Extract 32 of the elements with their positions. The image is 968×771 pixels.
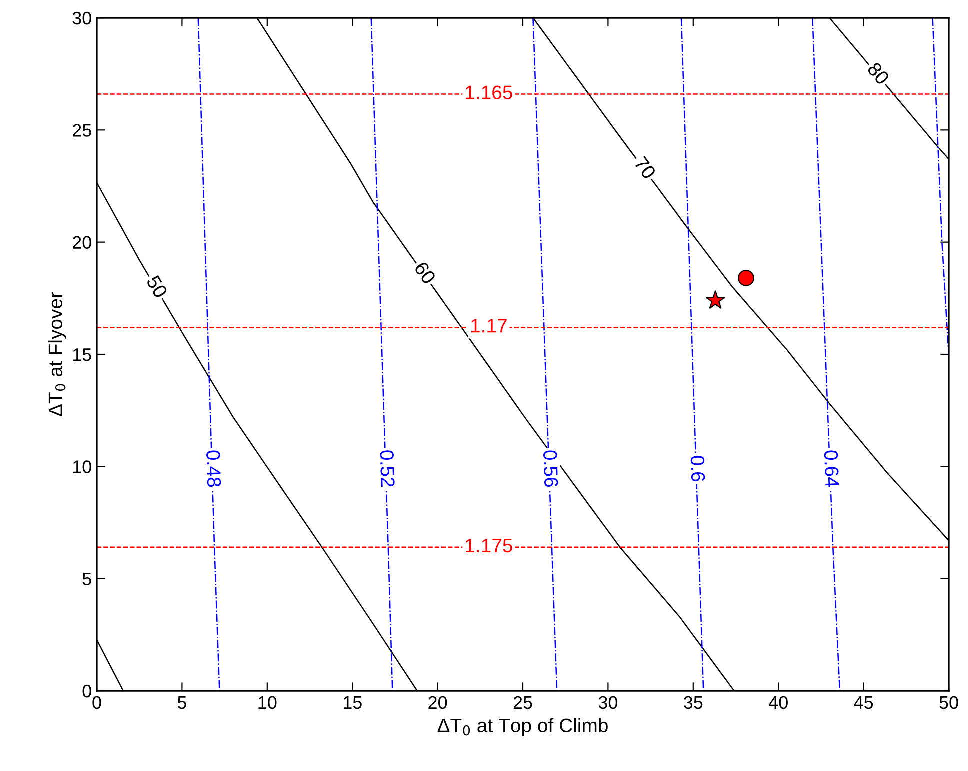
text: 0.64 [824, 450, 840, 488]
text: 0.56 [543, 450, 558, 488]
text: 80 [866, 62, 890, 86]
y-tick-label: 0 [82, 684, 92, 698]
x-tick-label: 15 [344, 696, 362, 710]
y-tick-label: 30 [72, 12, 92, 25]
x-tick-label: 30 [598, 696, 618, 710]
x-tick-label: 25 [514, 696, 532, 710]
y-tick-label: 20 [72, 236, 92, 250]
text: 60 [414, 260, 437, 286]
x-axis-title: ΔT$_{0}$ at Top of Climb [438, 718, 608, 736]
text: 0.48 [206, 450, 222, 488]
x-tick-label: 45 [854, 696, 874, 710]
series-label: 1.175 [466, 539, 512, 553]
x-tick-label: 20 [428, 696, 448, 710]
series-label: 1.165 [466, 86, 512, 100]
y-tick-label: 10 [73, 460, 92, 474]
text: 50 [146, 274, 168, 300]
series-label: 1.17 [471, 319, 507, 333]
text: 70 [634, 156, 657, 180]
x-tick-label: 40 [768, 696, 788, 710]
text: 0.6 [690, 456, 706, 482]
y-tick-label: 15 [73, 348, 92, 362]
x-tick-label: 0 [92, 696, 102, 710]
x-tick-label: 5 [178, 696, 186, 710]
text: 0.52 [380, 450, 395, 488]
y-axis-title: ΔT$_{0}$ at Flyover [48, 292, 66, 416]
y-tick-label: 25 [72, 124, 92, 137]
x-tick-label: 35 [684, 696, 703, 710]
x-tick-label: 10 [258, 696, 277, 710]
x-tick-label: 50 [940, 696, 958, 710]
y-tick-label: 5 [82, 572, 92, 586]
